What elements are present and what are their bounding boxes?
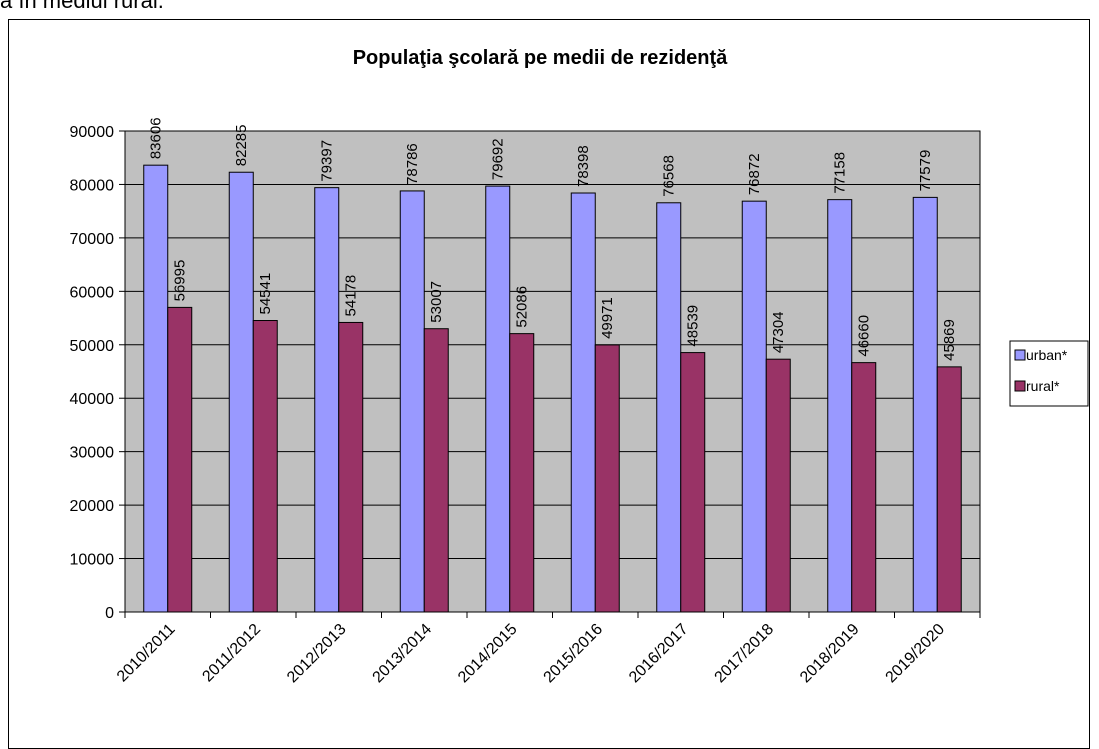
- bar-rural: [936, 366, 962, 613]
- legend-label: urban*: [1026, 347, 1068, 363]
- bar-rural: [680, 352, 706, 613]
- bar-rural: [252, 320, 278, 613]
- bar-rural: [338, 321, 364, 613]
- data-label: 78786: [404, 143, 421, 185]
- data-label: 77158: [832, 152, 849, 194]
- x-tick-label: 2015/2016: [541, 621, 607, 687]
- data-label: 77579: [917, 150, 934, 192]
- y-tick-label: 60000: [70, 284, 115, 301]
- x-tick-label: 2017/2018: [712, 621, 778, 687]
- y-tick-label: 0: [105, 605, 114, 622]
- legend-swatch: [1014, 349, 1026, 361]
- bar-urban: [143, 164, 169, 613]
- data-label: 46660: [856, 315, 873, 357]
- bar-rural: [167, 306, 193, 613]
- x-tick-label: 2011/2012: [199, 621, 264, 686]
- data-label: 78398: [575, 145, 592, 187]
- x-tick-label: 2013/2014: [370, 621, 436, 687]
- bar-urban: [656, 202, 682, 613]
- bar-urban: [570, 192, 596, 613]
- y-tick-label: 50000: [70, 338, 115, 355]
- y-tick-label: 80000: [70, 177, 115, 194]
- data-label: 49971: [599, 297, 616, 339]
- data-label: 79692: [490, 138, 507, 180]
- legend: urban* rural*: [1009, 340, 1089, 407]
- data-label: 82285: [233, 125, 250, 167]
- bar-urban: [485, 185, 511, 613]
- x-tick-label: 2016/2017: [626, 621, 692, 687]
- data-label: 45869: [941, 319, 958, 361]
- bar-rural: [594, 344, 620, 613]
- x-tick-label: 2012/2013: [284, 621, 350, 687]
- bar-rural: [851, 362, 877, 613]
- bar-urban: [314, 187, 340, 613]
- x-tick-label: 2010/2011: [114, 621, 179, 686]
- bars: 83606 56995 82285 54541 79397 54178 78786 53007…: [143, 117, 962, 613]
- bar-rural: [423, 328, 449, 613]
- y-tick-label: 10000: [70, 552, 115, 569]
- bar-urban: [741, 200, 767, 613]
- bar-rural: [509, 333, 535, 613]
- data-label: 76568: [661, 155, 678, 197]
- chart-title: Populaţia şcolară pe medii de rezidenţă: [353, 47, 728, 69]
- y-tick-label: 20000: [70, 498, 115, 515]
- legend-label: rural*: [1026, 378, 1060, 394]
- bar-urban: [912, 196, 938, 613]
- data-label: 54541: [257, 273, 274, 315]
- x-tick-label: 2018/2019: [797, 621, 863, 687]
- y-tick-label: 90000: [70, 124, 115, 141]
- page-top-text: ă în mediul rural.: [0, 0, 164, 13]
- x-tick-label: 2019/2020: [883, 621, 949, 687]
- data-label: 47304: [770, 311, 787, 353]
- data-label: 56995: [172, 260, 189, 302]
- data-label: 79397: [319, 140, 336, 182]
- legend-swatch: [1014, 380, 1026, 392]
- data-label: 53007: [428, 281, 445, 323]
- y-tick-label: 30000: [70, 445, 115, 462]
- data-label: 52086: [514, 286, 531, 328]
- bar-rural: [765, 358, 791, 613]
- data-label: 83606: [148, 117, 165, 159]
- data-label: 48539: [685, 305, 702, 347]
- data-label: 76872: [746, 153, 763, 195]
- bar-urban: [399, 190, 425, 613]
- bar-urban: [827, 199, 853, 613]
- x-tick-label: 2014/2015: [455, 621, 521, 687]
- y-tick-label: 70000: [70, 231, 115, 248]
- bar-urban: [228, 171, 254, 613]
- data-label: 54178: [343, 275, 360, 317]
- y-tick-label: 40000: [70, 391, 115, 408]
